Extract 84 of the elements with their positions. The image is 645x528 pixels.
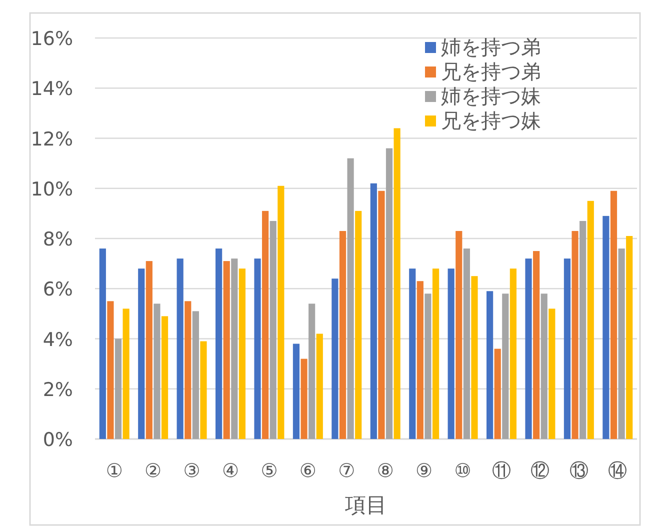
- y-tick-label: 10%: [30, 178, 73, 200]
- x-tick-label: ③: [183, 460, 200, 482]
- bar: [448, 268, 454, 439]
- x-tick-label: ⑤: [260, 460, 278, 482]
- bar: [540, 294, 548, 439]
- bar: [424, 294, 432, 439]
- x-tick-label: ⑫: [530, 460, 550, 482]
- x-axis-title: 項目: [344, 493, 387, 517]
- x-tick-label: ⑭: [608, 460, 628, 482]
- bar: [370, 183, 377, 439]
- bar: [456, 230, 462, 439]
- bar: [572, 230, 578, 439]
- bar: [184, 301, 192, 439]
- bar: [339, 230, 346, 439]
- y-tick-label: 4%: [42, 328, 73, 351]
- bar: [525, 258, 532, 439]
- bar: [238, 268, 246, 439]
- y-tick-label: 2%: [42, 378, 73, 401]
- bar: [564, 258, 571, 439]
- bar: [463, 248, 470, 439]
- x-tick-label: ⑥: [299, 460, 316, 482]
- bar: [300, 358, 308, 439]
- bar: [122, 308, 130, 439]
- legend-label: 姉を持つ弟: [441, 35, 541, 59]
- y-tick-label: 0%: [42, 429, 73, 451]
- bar: [587, 200, 594, 439]
- bar: [107, 301, 114, 439]
- bar: [416, 281, 424, 439]
- y-tick-label: 6%: [42, 278, 73, 301]
- bar: [378, 190, 385, 439]
- bar: [200, 341, 207, 439]
- bar: [510, 268, 516, 439]
- x-tick-label: ⑪: [492, 460, 511, 482]
- x-tick-label: ①: [106, 460, 123, 482]
- bar: [502, 294, 509, 439]
- bar: [308, 304, 316, 439]
- bar: [618, 248, 625, 439]
- bar: [254, 258, 261, 439]
- x-tick-label: ⑧: [376, 460, 394, 482]
- bar: [610, 190, 618, 439]
- bar: [278, 186, 284, 439]
- bar: [347, 158, 354, 439]
- bar: [316, 334, 323, 439]
- bar: [494, 348, 501, 439]
- bar: [626, 236, 633, 439]
- bar: [533, 251, 540, 439]
- bar: [216, 248, 222, 439]
- y-tick-label: 12%: [30, 128, 73, 150]
- bar: [355, 210, 362, 439]
- bar: [292, 344, 300, 439]
- bar: [580, 220, 586, 439]
- bar: [432, 268, 440, 439]
- bar: [176, 258, 184, 439]
- bar: [471, 276, 478, 439]
- bar: [138, 268, 145, 439]
- legend-label: 兄を持つ弟: [441, 60, 541, 84]
- bar: [270, 220, 276, 439]
- bar: [548, 308, 556, 439]
- x-tick-label: ⑬: [569, 460, 588, 482]
- x-tick-label: ④: [222, 460, 240, 482]
- bar: [114, 338, 122, 439]
- bar: [386, 148, 393, 439]
- y-tick-label: 16%: [30, 28, 73, 50]
- x-tick-label: ②: [144, 460, 162, 482]
- y-tick-label: 14%: [30, 78, 73, 100]
- bar: [154, 304, 160, 439]
- legend-label: 兄を持つ妹: [441, 108, 541, 132]
- x-tick-label: ⑨: [416, 460, 433, 482]
- bar: [486, 291, 494, 439]
- legend-label: 姉を持つ妹: [441, 84, 541, 108]
- bar: [262, 210, 269, 439]
- bar: [602, 216, 610, 439]
- x-tick-label: ⑩: [454, 460, 472, 482]
- x-tick-label: ⑦: [338, 460, 356, 482]
- bar: [332, 278, 338, 439]
- bar: [99, 248, 106, 439]
- bar: [231, 258, 238, 439]
- bar: [409, 268, 416, 439]
- y-tick-label: 8%: [42, 228, 73, 250]
- bar: [192, 311, 199, 439]
- bar: [394, 128, 400, 439]
- bar: [146, 261, 152, 439]
- bar: [161, 316, 168, 439]
- bar: [223, 261, 230, 439]
